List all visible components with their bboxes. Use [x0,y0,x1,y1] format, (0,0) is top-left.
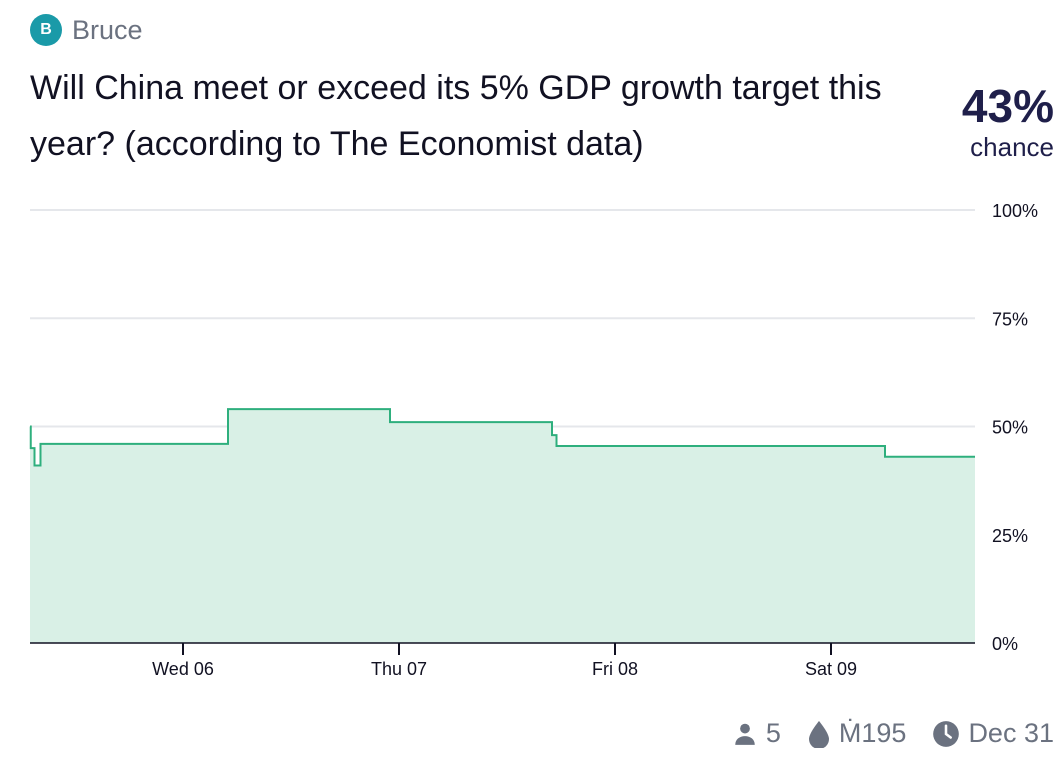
x-tick-label: Wed 06 [152,659,214,679]
y-tick-label: 100% [992,201,1038,221]
y-tick-label: 50% [992,418,1028,438]
y-axis-ticks: 0% 25% 50% 75% 100% [992,201,1038,654]
x-tick-label: Sat 09 [805,659,857,679]
volume-value: Ṁ195 [838,718,907,748]
market-question: Will China meet or exceed its 5% GDP gro… [30,69,882,163]
volume-stat[interactable]: Ṁ195 [807,718,907,749]
creator[interactable]: B Bruce [30,14,143,46]
y-tick-label: 75% [992,309,1028,329]
traders-count: 5 [765,718,781,748]
y-tick-label: 25% [992,526,1028,546]
market-stats: 5 Ṁ195 Dec 31 [732,718,1054,749]
creator-name[interactable]: Bruce [72,14,143,45]
probability-label: chance [970,132,1054,162]
traders-stat[interactable]: 5 [732,718,781,749]
clock-icon [932,720,960,748]
droplet-icon [807,720,831,748]
probability-area [30,409,975,643]
probability-chart[interactable]: Wed 06 Thu 07 Fri 08 Sat 09 0% 25% 50% 75% 100% [0,190,1058,690]
person-icon [732,721,758,747]
y-tick-label: 0% [992,634,1018,654]
creator-avatar[interactable]: B [30,14,62,46]
x-tick-label: Thu 07 [371,659,427,679]
close-date-stat[interactable]: Dec 31 [932,718,1054,749]
close-date: Dec 31 [968,718,1054,748]
probability-value: 43% [961,80,1054,132]
x-axis-ticks: Wed 06 Thu 07 Fri 08 Sat 09 [152,643,857,679]
probability-display: 43% chance [962,80,1054,162]
probability-line [29,408,975,467]
x-tick-label: Fri 08 [592,659,638,679]
